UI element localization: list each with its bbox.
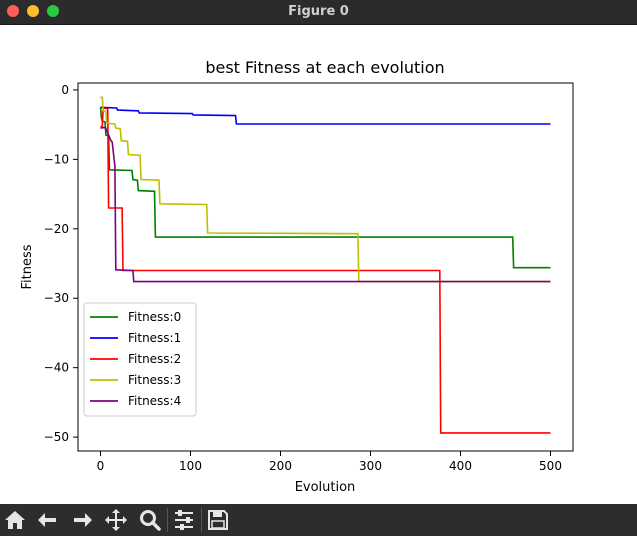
series-line-0 [99, 107, 551, 269]
sliders-icon [175, 510, 193, 530]
minimize-window-button[interactable] [27, 5, 39, 17]
y-tick-label: 0 [61, 83, 69, 97]
navigation-toolbar [0, 504, 637, 536]
x-tick-label: 200 [269, 459, 292, 473]
x-axis-label: Evolution [295, 480, 356, 495]
x-tick-label: 500 [539, 459, 562, 473]
y-tick-label: −40 [44, 361, 69, 375]
x-tick-label: 400 [449, 459, 472, 473]
y-tick-label: −20 [44, 222, 69, 236]
legend-box [83, 302, 197, 417]
y-tick-label: −30 [44, 291, 69, 305]
figure-canvas[interactable]: best Fitness at each evolution Evolution… [0, 25, 637, 504]
chart-title: best Fitness at each evolution [205, 58, 444, 77]
series-line-4 [100, 126, 551, 283]
legend: Fitness:0 Fitness:1 Fitness:2 Fitness:3 Fitn… [83, 302, 197, 417]
window-title: Figure 0 [288, 4, 349, 19]
save-button[interactable] [204, 506, 232, 534]
series-line-1 [100, 106, 551, 125]
line-chart: best Fitness at each evolution Evolution… [20, 58, 574, 495]
window-titlebar: Figure 0 [0, 0, 637, 25]
x-tick-label: 100 [179, 459, 202, 473]
back-button[interactable] [34, 506, 62, 534]
pan-button[interactable] [102, 506, 130, 534]
toolbar-separator [201, 508, 202, 532]
legend-label: Fitness:0 [128, 310, 181, 324]
axis-ticks: 0 100 200 300 400 500 0 −10 −20 −30 −40 −50 [44, 83, 562, 473]
y-axis-label: Fitness [20, 244, 35, 289]
maximize-window-button[interactable] [47, 5, 59, 17]
move-icon [105, 509, 127, 531]
legend-label: Fitness:4 [128, 394, 181, 408]
arrow-left-icon [38, 513, 56, 527]
series-lines [99, 96, 551, 434]
x-tick-label: 300 [359, 459, 382, 473]
y-tick-label: −50 [44, 430, 69, 444]
x-tick-label: 0 [97, 459, 105, 473]
zoom-button[interactable] [136, 506, 164, 534]
forward-button[interactable] [68, 506, 96, 534]
close-window-button[interactable] [7, 5, 19, 17]
series-line-3 [100, 96, 551, 283]
legend-label: Fitness:3 [128, 373, 181, 387]
magnifier-icon [140, 510, 161, 531]
toolbar-separator [167, 508, 168, 532]
home-button[interactable] [1, 506, 29, 534]
y-tick-label: −10 [44, 152, 69, 166]
configure-subplots-button[interactable] [170, 506, 198, 534]
legend-label: Fitness:1 [128, 331, 181, 345]
arrow-right-icon [74, 513, 92, 527]
legend-label: Fitness:2 [128, 352, 181, 366]
home-icon [5, 511, 25, 529]
floppy-disk-icon [208, 510, 228, 530]
